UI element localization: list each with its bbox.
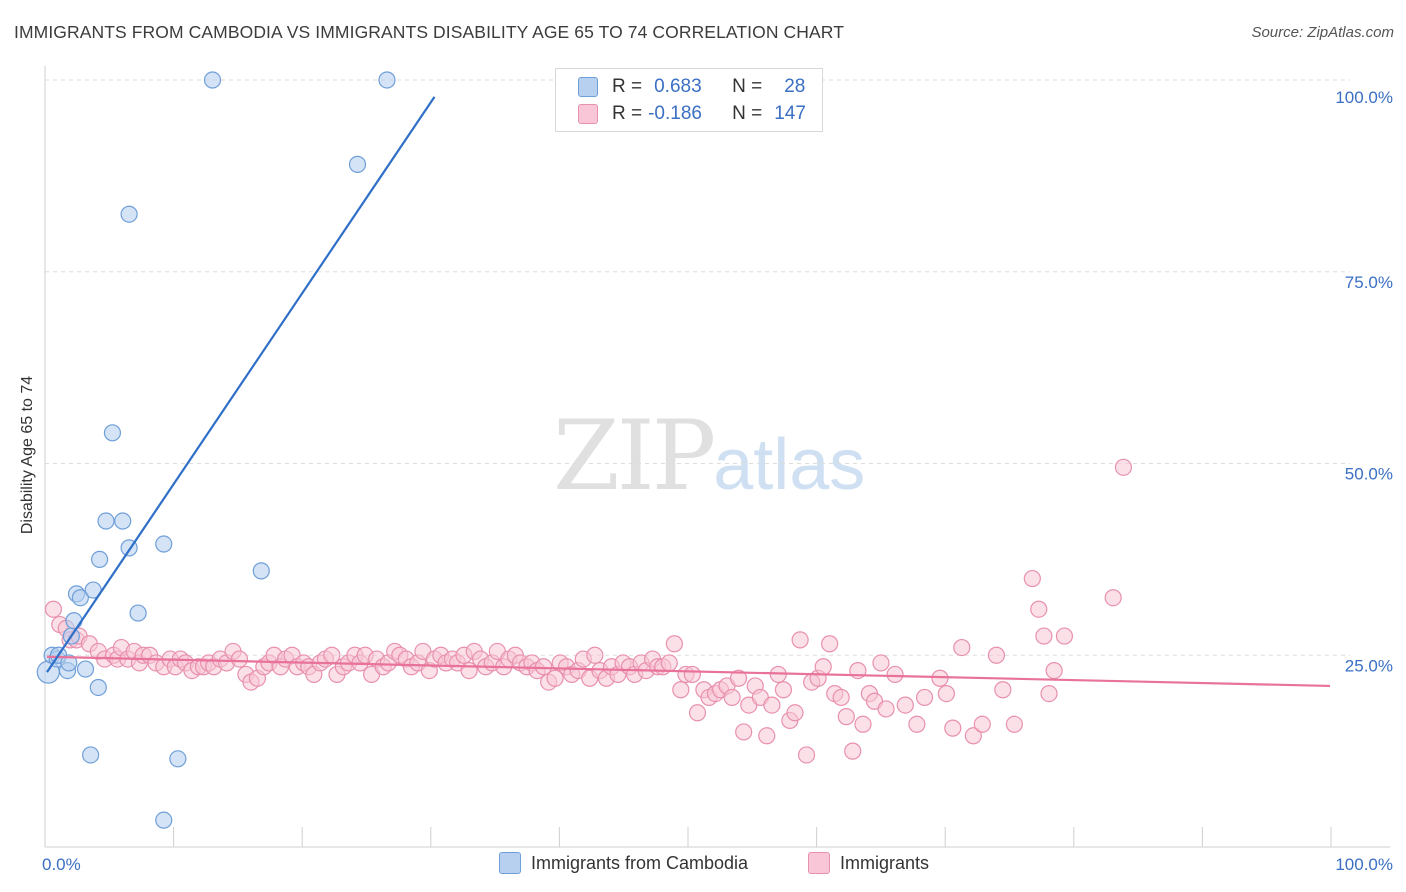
- immigrants-point: [1005, 715, 1023, 733]
- y-tick-label: 100.0%: [1335, 88, 1393, 107]
- cambodia-point: [348, 155, 367, 173]
- cambodia-legend-swatch: [499, 852, 521, 874]
- immigrants-point: [763, 696, 781, 714]
- immigrants-point: [1035, 627, 1053, 645]
- legend-label-immigrants: Immigrants: [840, 852, 930, 873]
- immigrants-point: [672, 681, 690, 699]
- cambodia-point: [378, 71, 396, 89]
- y-tick-label: 75.0%: [1345, 273, 1393, 292]
- immigrants-point: [786, 704, 804, 722]
- n-value: 28: [784, 76, 806, 97]
- cambodia-point: [155, 535, 173, 553]
- immigrants-point: [735, 723, 753, 741]
- stats-legend-row-immigrants: R = -0.186 N = 147: [578, 101, 806, 127]
- legend-label-cambodia: Immigrants from Cambodia: [531, 852, 749, 873]
- r-label: R =: [612, 76, 643, 97]
- immigrants-point: [915, 688, 934, 707]
- cambodia-point: [252, 562, 270, 580]
- cambodia-point: [91, 550, 109, 568]
- cambodia-point: [114, 512, 132, 530]
- cambodia-swatch: [578, 77, 598, 97]
- immigrants-point: [821, 635, 839, 653]
- immigrants-point: [797, 746, 816, 764]
- immigrants-point: [791, 631, 809, 649]
- cambodia-trend-line: [46, 96, 436, 673]
- x-tick-label: 100.0%: [1335, 855, 1393, 874]
- immigrants-point: [844, 742, 862, 760]
- y-tick-label: 50.0%: [1345, 465, 1393, 484]
- immigrants-point: [953, 638, 971, 657]
- source-label: Source: ZipAtlas.com: [1251, 24, 1394, 41]
- r-value: -0.186: [648, 103, 702, 124]
- immigrants-point: [896, 696, 914, 714]
- immigrants-point: [987, 646, 1006, 664]
- immigrants-trend-line: [46, 655, 1331, 688]
- immigrants-point: [837, 708, 855, 726]
- watermark-zip: ZIP: [553, 400, 716, 512]
- legend-item-immigrants: Immigrants: [808, 852, 929, 874]
- n-value: 147: [774, 103, 806, 124]
- cambodia-point: [169, 750, 187, 768]
- cambodia-point: [103, 424, 122, 442]
- cambodia-point: [71, 589, 89, 607]
- r-value: 0.683: [654, 76, 702, 97]
- cambodia-point: [97, 512, 115, 530]
- immigrants-point: [1045, 661, 1063, 680]
- cambodia-point: [76, 660, 95, 678]
- immigrants-point: [886, 665, 904, 684]
- cambodia-point: [129, 604, 147, 622]
- immigrants-point: [1055, 627, 1074, 645]
- immigrants-point: [1114, 458, 1133, 476]
- cambodia-point: [155, 811, 173, 829]
- immigrants-point: [660, 654, 678, 672]
- immigrants-swatch: [578, 104, 598, 124]
- immigrants-point: [683, 665, 701, 684]
- y-tick-label: 25.0%: [1345, 656, 1393, 675]
- immigrants-point: [774, 681, 793, 699]
- immigrants-point: [1023, 569, 1041, 588]
- immigrants-point: [586, 646, 604, 664]
- chart-title: IMMIGRANTS FROM CAMBODIA VS IMMIGRANTS D…: [14, 22, 845, 42]
- immigrants-point: [1030, 600, 1048, 618]
- cambodia-point: [82, 746, 100, 764]
- immigrants-point: [937, 684, 955, 703]
- immigrants-point: [877, 700, 895, 718]
- immigrants-point: [872, 654, 890, 672]
- n-label: N =: [732, 103, 763, 124]
- cambodia-point: [60, 654, 78, 672]
- immigrants-point: [832, 688, 850, 707]
- immigrants-point: [994, 681, 1012, 699]
- immigrants-legend-swatch: [808, 852, 830, 874]
- immigrants-point: [964, 727, 982, 745]
- watermark-atlas: atlas: [713, 425, 866, 505]
- n-label: N =: [732, 76, 763, 97]
- r-label: R =: [612, 103, 643, 124]
- immigrants-point: [729, 669, 748, 687]
- immigrants-point: [758, 727, 776, 745]
- immigrants-point: [723, 688, 741, 707]
- cambodia-point: [89, 678, 107, 697]
- immigrants-point: [1104, 589, 1122, 607]
- immigrants-point: [230, 650, 249, 668]
- cambodia-point: [203, 71, 222, 89]
- watermark: ZIPatlas: [553, 400, 865, 512]
- x-tick-label: 0.0%: [42, 855, 81, 874]
- immigrants-point: [944, 719, 962, 737]
- immigrants-point: [546, 669, 564, 687]
- immigrants-point: [44, 600, 63, 618]
- cambodia-point: [120, 205, 138, 223]
- stats-legend: R = 0.683 N = 28 R = -0.186 N = 147: [555, 68, 823, 132]
- immigrants-point: [908, 715, 926, 733]
- legend-item-cambodia: Immigrants from Cambodia: [499, 852, 748, 874]
- immigrants-point: [973, 715, 991, 733]
- immigrants-point: [688, 704, 707, 722]
- stats-legend-row-cambodia: R = 0.683 N = 28: [578, 74, 805, 100]
- cambodia-point: [65, 612, 83, 630]
- immigrants-point: [665, 635, 683, 653]
- immigrants-point: [814, 658, 832, 676]
- immigrants-point: [854, 715, 872, 733]
- immigrants-point: [534, 658, 553, 676]
- immigrants-point: [1040, 684, 1058, 703]
